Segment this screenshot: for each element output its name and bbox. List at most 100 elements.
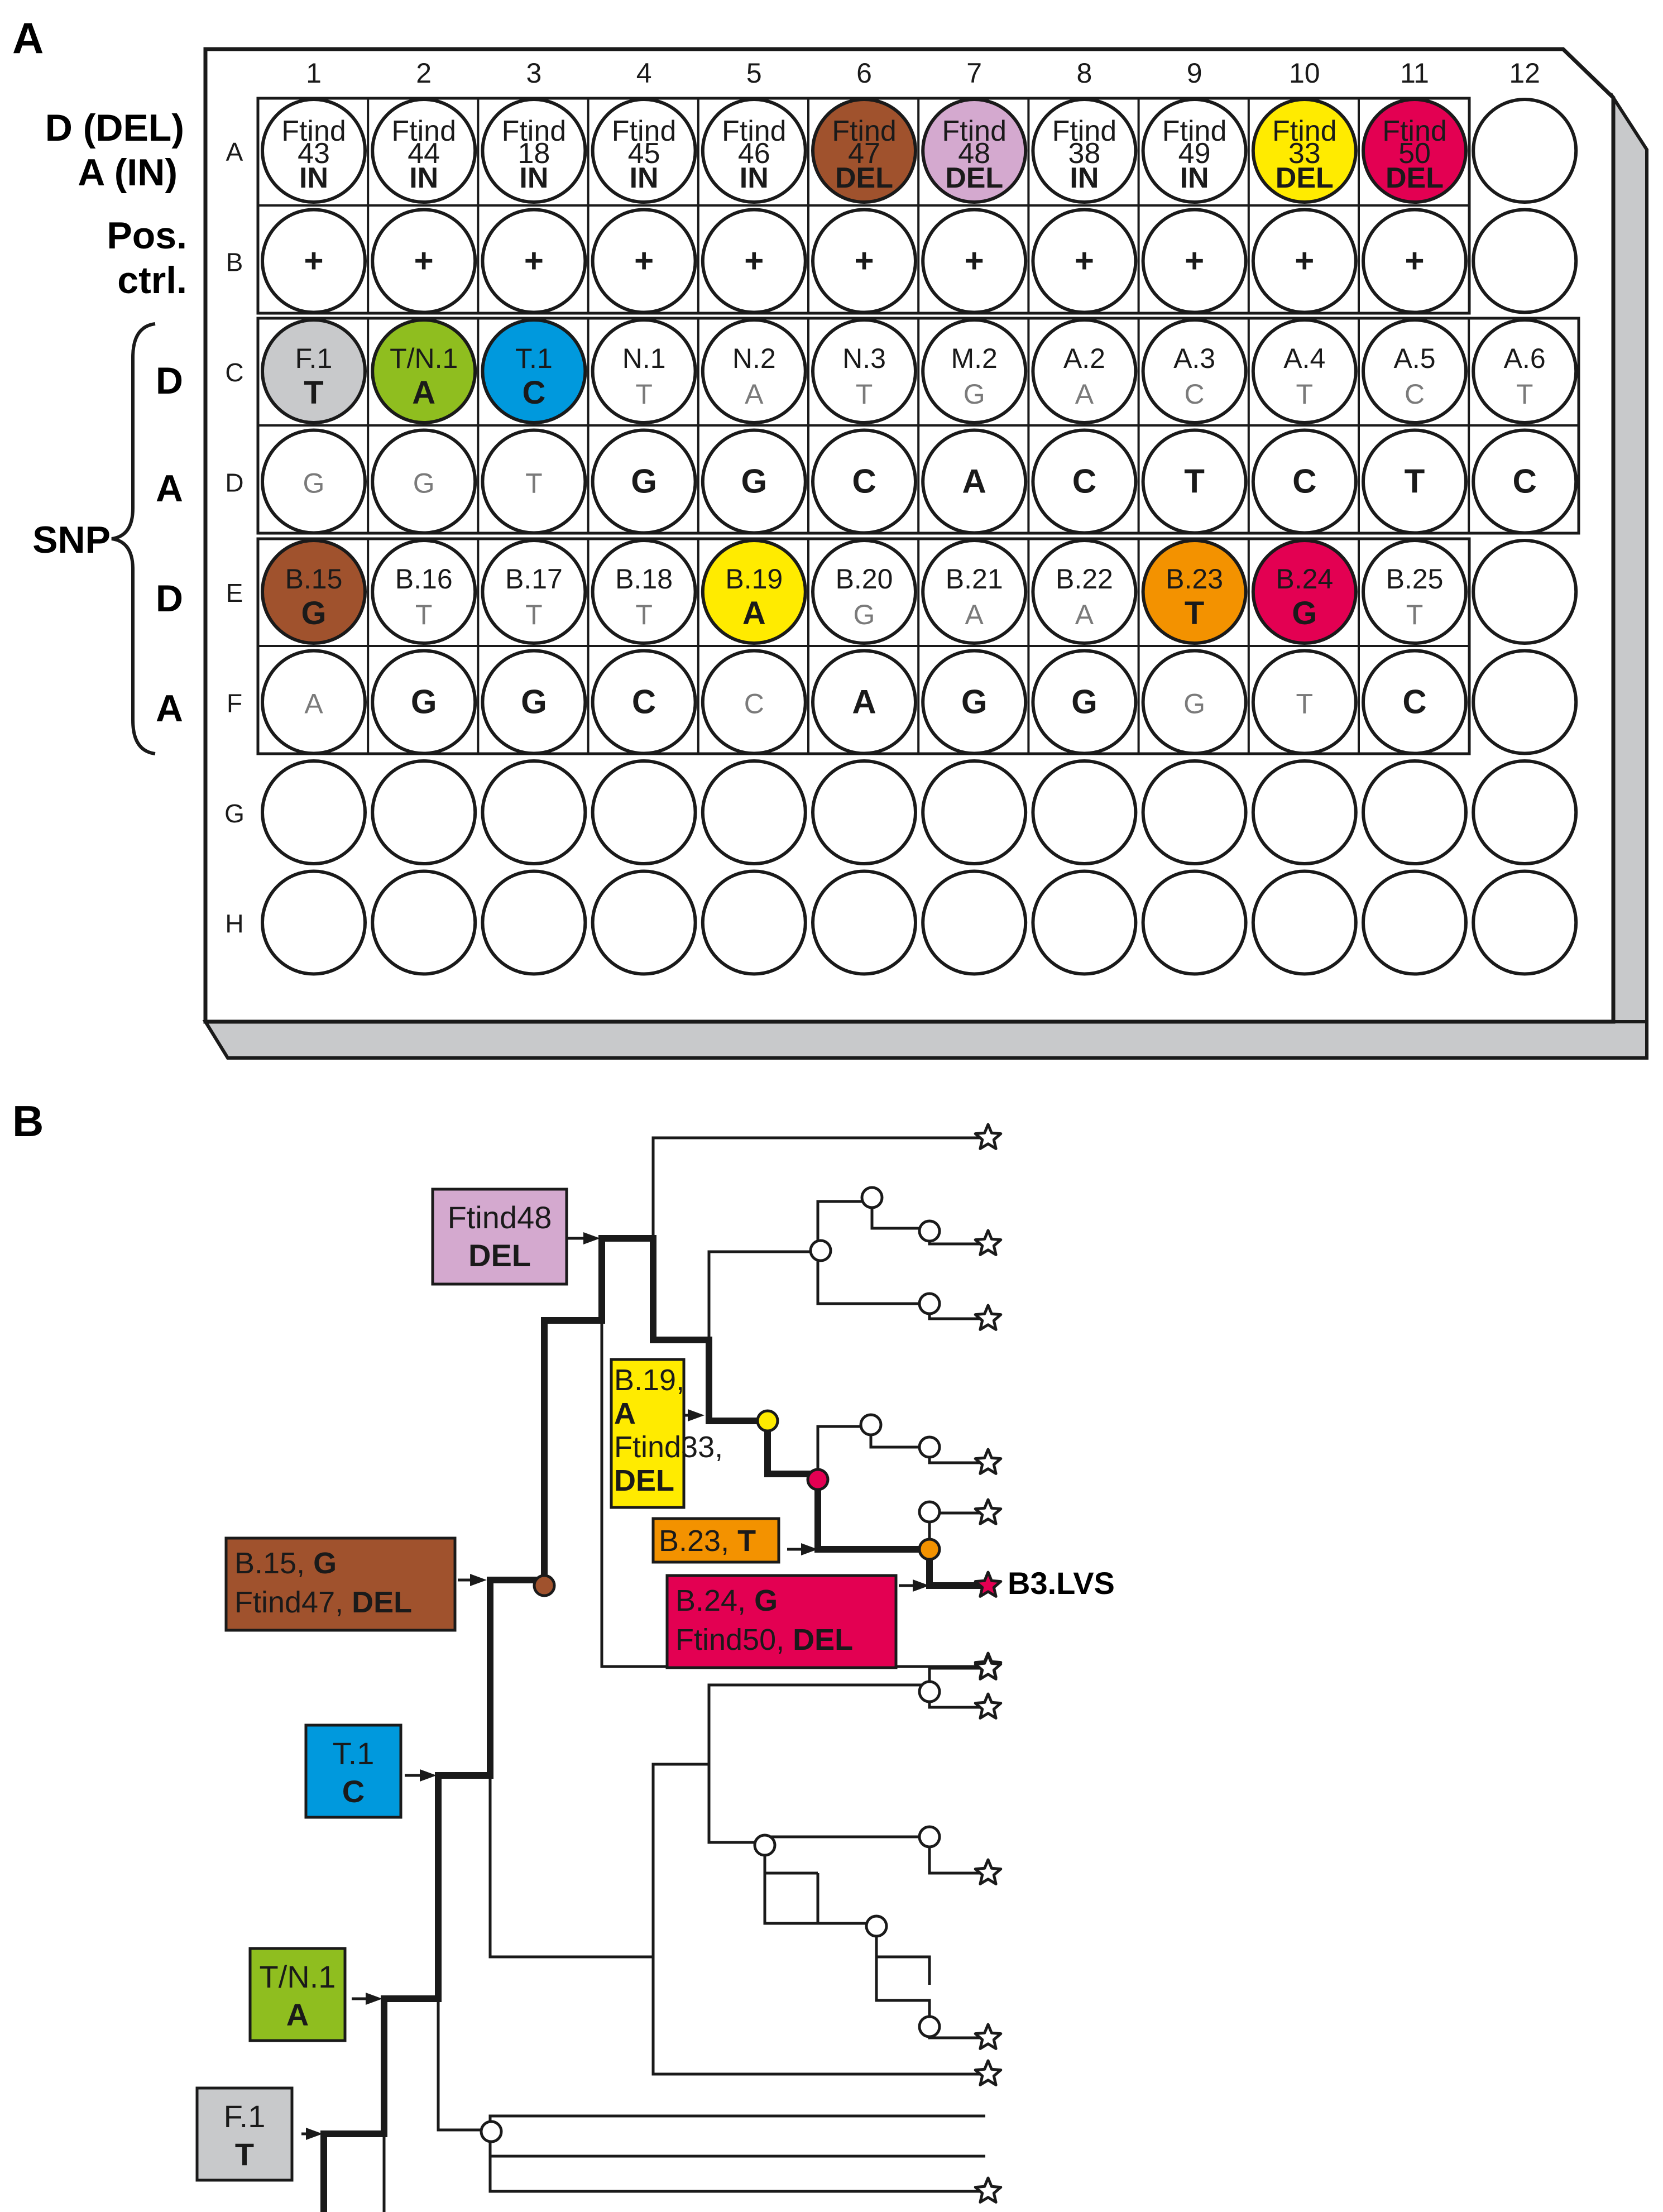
well-D7: A: [921, 428, 1028, 535]
snp-brace: [111, 322, 156, 755]
well-circle: [1141, 649, 1248, 755]
box-text: F.1: [224, 2099, 266, 2134]
box-rect: [248, 1947, 347, 2042]
well-B5: +: [701, 208, 807, 314]
tree-node: [806, 1468, 830, 1491]
leaf-star-icon: [974, 1653, 1003, 1680]
well-text: +: [744, 242, 764, 280]
box-text: B.19,: [614, 1363, 684, 1397]
well-D8: C: [1031, 428, 1138, 535]
well-A12: [1472, 98, 1578, 204]
well-circle: [481, 759, 587, 865]
box-b23: B.23, T: [651, 1517, 780, 1564]
well-F2: G: [371, 649, 477, 755]
well-circle: [811, 759, 917, 865]
branch: [488, 2130, 985, 2158]
well-circle: [701, 649, 807, 755]
tree-node: [756, 1409, 779, 1433]
well-text: +: [965, 242, 984, 280]
well-D3: T: [481, 428, 587, 535]
well-text: T: [1405, 463, 1425, 500]
column-labels: 1 2 3 4 5 6 7 8 9 10 11 12: [306, 58, 1540, 89]
well-circle: [1251, 649, 1358, 755]
well-C8: A.2 A: [1031, 318, 1138, 424]
tree-node: [809, 1239, 832, 1262]
well-text: Ftind: [1382, 115, 1447, 147]
well-text: IN: [1180, 162, 1209, 194]
box-rect: [224, 1536, 457, 1632]
well-text: G: [631, 463, 657, 500]
branch: [651, 1136, 985, 1238]
arrow-icon: [420, 1769, 437, 1782]
row-label: C: [225, 358, 243, 387]
well-text: G: [741, 463, 767, 500]
well-text: IN: [630, 162, 659, 194]
well-circle: [1251, 869, 1358, 976]
well-circle: [701, 428, 807, 535]
well-text: B.24: [1276, 563, 1333, 595]
panel-a-label: A: [12, 13, 44, 63]
well-circle: [591, 208, 697, 314]
well-text: IN: [1070, 162, 1099, 194]
well-circle: [1472, 869, 1578, 976]
well-text: B.18: [615, 563, 673, 595]
well-F9: G: [1141, 649, 1248, 755]
well-text: T: [1296, 688, 1314, 720]
well-text: B.15: [285, 563, 343, 595]
well-text: Ftind: [722, 115, 787, 147]
well-text: B.17: [505, 563, 563, 595]
well-text: DEL: [945, 162, 1003, 194]
well-circle: [1141, 208, 1248, 314]
well-H5: [701, 869, 807, 976]
well-circle: [1472, 318, 1578, 424]
well-F1: A: [261, 649, 367, 755]
row-c-group-label: D: [156, 360, 183, 402]
well-circle: [1031, 428, 1138, 535]
well-B6: +: [811, 208, 917, 314]
well-D9: T: [1141, 428, 1248, 535]
well-F6: A: [811, 649, 917, 755]
well-circle: [1141, 98, 1248, 204]
leaf-star-icon: [974, 2059, 1003, 2086]
well-text: G: [1183, 688, 1205, 720]
well-text: M.2: [951, 343, 998, 374]
well-H2: [371, 869, 477, 976]
well-B12: [1472, 208, 1578, 314]
box-rect: [431, 1188, 568, 1286]
well-text: C: [522, 375, 545, 411]
well-circle: [1251, 208, 1358, 314]
well-text: Ftind: [281, 115, 346, 147]
well-text: IN: [409, 162, 438, 194]
well-G10: [1251, 759, 1358, 865]
well-circle: [921, 759, 1028, 865]
box-text: B.24, G: [675, 1584, 778, 1617]
leaf-star-icon: [974, 1858, 1003, 1885]
well-G7: [921, 759, 1028, 865]
box-text: Ftind33,: [614, 1430, 723, 1464]
well-text: B.23: [1166, 563, 1223, 595]
well-text: G: [1071, 683, 1098, 721]
well-text: N.1: [622, 343, 666, 374]
well-text: Ftind: [942, 115, 1007, 147]
box-text: B.23, T: [659, 1524, 756, 1558]
well-text: +: [304, 242, 323, 280]
well-text: A: [1075, 379, 1094, 410]
well-C12: A.6 T: [1472, 318, 1578, 424]
well-circle: [591, 759, 697, 865]
leaf-star-icon: [974, 1229, 1003, 1256]
well-circle: [371, 869, 477, 976]
well-circle: [1141, 539, 1248, 645]
well-E5: B.19A: [701, 539, 807, 645]
well-H7: [921, 869, 1028, 976]
well-circle: [481, 869, 587, 976]
well-circle: [1362, 98, 1468, 204]
well-text: G: [411, 683, 437, 721]
well-circle: [591, 428, 697, 535]
well-circle: [1031, 649, 1138, 755]
well-circle: [1472, 649, 1578, 755]
box-rect: [651, 1517, 780, 1564]
well-text: T: [635, 379, 653, 410]
pos-ctrl-label-1: Pos.: [107, 214, 187, 257]
side-labels: D (DEL) A (IN) Pos. ctrl. SNP D A D A: [32, 107, 187, 730]
